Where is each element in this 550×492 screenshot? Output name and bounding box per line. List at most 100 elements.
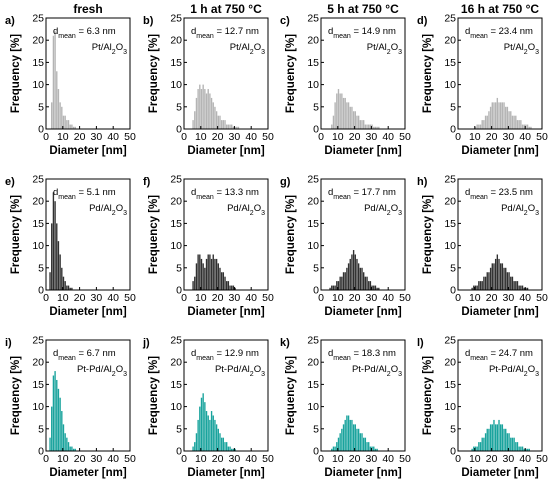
histogram-bar <box>494 102 497 129</box>
material-label: Pt-Pd/Al2O3 <box>489 364 539 378</box>
histogram-bar <box>347 415 350 451</box>
histogram-bar <box>214 419 216 451</box>
histogram-bar <box>74 448 76 451</box>
histogram-bar <box>336 93 338 129</box>
histogram-bar <box>341 93 343 129</box>
material-label: Pt/Al2O3 <box>504 42 539 56</box>
y-tick-label: 25 <box>32 13 44 25</box>
x-axis-title: Diameter [nm] <box>461 467 538 479</box>
histogram-bar <box>484 276 487 290</box>
x-tick-label: 30 <box>229 292 241 304</box>
histogram-bar <box>346 267 348 290</box>
histogram-bar <box>229 446 231 451</box>
y-tick-label: 20 <box>307 196 319 208</box>
histogram-bar <box>471 448 473 451</box>
histogram-bar <box>376 126 378 129</box>
y-tick-label: 0 <box>450 124 456 136</box>
histogram-bar <box>227 446 230 451</box>
histogram-bar <box>520 285 522 290</box>
y-tick-label: 15 <box>307 379 319 391</box>
y-tick-label: 25 <box>307 13 319 25</box>
y-tick-label: 10 <box>307 401 319 413</box>
histogram-bar <box>195 433 198 451</box>
histogram-bar <box>520 120 522 129</box>
histogram-bar <box>71 124 73 129</box>
histogram-bar <box>209 254 211 290</box>
histogram-bar <box>488 111 490 129</box>
y-tick-label: 10 <box>170 240 182 252</box>
plot-frame <box>320 339 406 452</box>
x-tick-label: 20 <box>349 453 361 465</box>
histogram-bar <box>366 276 368 290</box>
histogram-bar <box>474 126 477 129</box>
histogram-bar <box>197 419 199 451</box>
histogram-bar <box>508 111 510 129</box>
x-axis-title: Diameter [nm] <box>324 467 401 479</box>
y-tick-label: 10 <box>307 240 319 252</box>
x-tick-label: 40 <box>382 292 394 304</box>
histogram-bar <box>349 419 351 451</box>
panel-letter: c) <box>280 15 290 27</box>
plot-frame <box>45 178 131 291</box>
histogram-bar <box>488 272 490 290</box>
histogram-bar <box>357 115 360 129</box>
histogram-bar <box>341 276 343 290</box>
x-tick-label: 0 <box>181 131 187 143</box>
histogram-bar <box>503 428 505 451</box>
x-tick-label: 50 <box>399 453 411 465</box>
histogram-bar <box>354 424 356 451</box>
histogram-bar <box>513 281 515 290</box>
material-label: Pd/Al2O3 <box>89 203 127 217</box>
x-tick-label: 0 <box>455 292 461 304</box>
histogram-bar <box>374 126 377 129</box>
histogram-bar <box>505 428 507 451</box>
x-tick-label: 40 <box>245 131 257 143</box>
histogram-bar <box>526 287 529 290</box>
histogram-bar <box>478 281 480 290</box>
histogram-bar <box>508 272 510 290</box>
histogram-panel: 0 10 20 30 40 50 0 5 10 15 20 25 Diameter [nm] Freque… <box>280 13 411 158</box>
dmean-label: dmean = 23.4 nm <box>465 26 533 40</box>
histogram-bar <box>200 258 203 290</box>
histogram-bar <box>359 267 362 290</box>
y-tick-label: 10 <box>444 79 456 91</box>
histogram-bar <box>59 102 61 129</box>
histogram-bar <box>232 448 235 451</box>
histogram-bar <box>523 448 525 451</box>
histogram-bar <box>491 263 493 290</box>
histogram-bar <box>503 102 505 129</box>
y-tick-label: 25 <box>170 13 182 25</box>
histogram-bar <box>530 126 532 129</box>
histogram-panel: 0 10 20 30 40 50 0 5 10 15 20 25 Diameter [nm] Freque… <box>142 335 274 480</box>
y-tick-label: 5 <box>176 101 182 113</box>
histogram-bar <box>364 276 367 290</box>
y-tick-label: 5 <box>450 262 456 274</box>
histogram-bar <box>351 106 353 129</box>
dmean-label: dmean = 6.3 nm <box>53 26 116 40</box>
histogram-bar <box>194 111 196 129</box>
y-axis-title: Frequency [%] <box>422 34 434 113</box>
histogram-bar <box>364 124 367 129</box>
material-label: Pt-Pd/Al2O3 <box>77 364 127 378</box>
x-tick-label: 30 <box>503 292 515 304</box>
histogram-panel: 0 10 20 30 40 50 0 5 10 15 20 25 Diameter [nm] Freque… <box>143 174 274 319</box>
material-label: Pd/Al2O3 <box>501 203 539 217</box>
histogram-bar <box>373 126 375 129</box>
histogram-bar <box>344 272 346 290</box>
histogram-bar <box>329 287 331 290</box>
histogram-bar <box>192 446 194 451</box>
x-tick-label: 50 <box>536 453 548 465</box>
histogram-bar <box>66 285 68 290</box>
histogram-bar <box>352 111 355 129</box>
histogram-bar <box>510 437 512 451</box>
histogram-bar <box>505 106 507 129</box>
histogram-bar <box>62 115 65 129</box>
histogram-bar <box>361 267 363 290</box>
plot-frame <box>320 17 406 130</box>
histogram-bar <box>331 285 333 290</box>
panel-letter: k) <box>280 337 290 349</box>
histogram-bar <box>234 126 236 129</box>
histogram-panel: 0 10 20 30 40 50 0 5 10 15 20 25 Diameter [nm] Freque… <box>280 174 411 319</box>
histogram-bar <box>205 258 208 290</box>
histogram-bar <box>376 448 378 451</box>
